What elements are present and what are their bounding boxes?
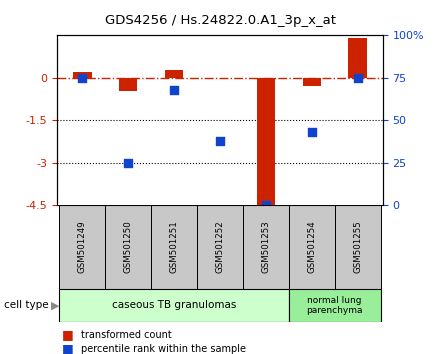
Bar [59, 289, 289, 322]
Bar [151, 205, 197, 289]
Bar [73, 72, 92, 78]
Bar [257, 78, 275, 205]
Point [354, 75, 361, 81]
Text: normal lung
parenchyma: normal lung parenchyma [306, 296, 363, 315]
Bar [289, 289, 381, 322]
Bar [211, 78, 229, 79]
Bar [243, 205, 289, 289]
Bar [59, 205, 105, 289]
Text: ▶: ▶ [51, 300, 59, 310]
Text: GSM501255: GSM501255 [353, 221, 362, 273]
Text: GSM501249: GSM501249 [78, 221, 87, 273]
Text: transformed count: transformed count [81, 330, 172, 339]
Bar [119, 78, 137, 91]
Text: percentile rank within the sample: percentile rank within the sample [81, 344, 246, 354]
Text: GDS4256 / Hs.24822.0.A1_3p_x_at: GDS4256 / Hs.24822.0.A1_3p_x_at [105, 14, 335, 27]
Text: GSM501252: GSM501252 [216, 221, 224, 273]
Point [216, 138, 224, 144]
Bar [348, 38, 367, 78]
Point [262, 202, 269, 208]
Point [308, 130, 315, 135]
Text: ■: ■ [62, 342, 73, 354]
Bar [165, 70, 183, 78]
Text: GSM501251: GSM501251 [170, 221, 179, 273]
Point [79, 75, 86, 81]
Point [171, 87, 178, 93]
Text: GSM501250: GSM501250 [124, 221, 133, 273]
Text: GSM501253: GSM501253 [261, 221, 270, 273]
Text: cell type: cell type [4, 300, 49, 310]
Point [125, 160, 132, 166]
Bar [105, 205, 151, 289]
Bar [335, 205, 381, 289]
Text: caseous TB granulomas: caseous TB granulomas [112, 300, 236, 310]
Text: ■: ■ [62, 328, 73, 341]
Bar [303, 78, 321, 86]
Bar [197, 205, 243, 289]
Text: GSM501254: GSM501254 [307, 221, 316, 273]
Bar [289, 205, 335, 289]
